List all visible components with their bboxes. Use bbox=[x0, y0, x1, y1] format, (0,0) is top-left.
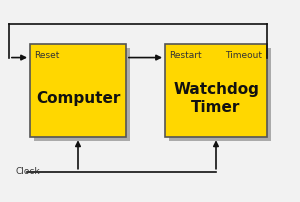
Text: Timeout: Timeout bbox=[226, 50, 262, 60]
Text: Restart: Restart bbox=[169, 50, 202, 60]
Bar bbox=[30, 44, 126, 137]
Bar bbox=[34, 48, 130, 141]
Bar bbox=[165, 44, 267, 137]
Text: Computer: Computer bbox=[36, 91, 120, 106]
Bar bbox=[169, 48, 271, 141]
Text: Clock: Clock bbox=[15, 167, 40, 176]
Text: Reset: Reset bbox=[34, 50, 60, 60]
Text: Watchdog
Timer: Watchdog Timer bbox=[173, 82, 259, 115]
